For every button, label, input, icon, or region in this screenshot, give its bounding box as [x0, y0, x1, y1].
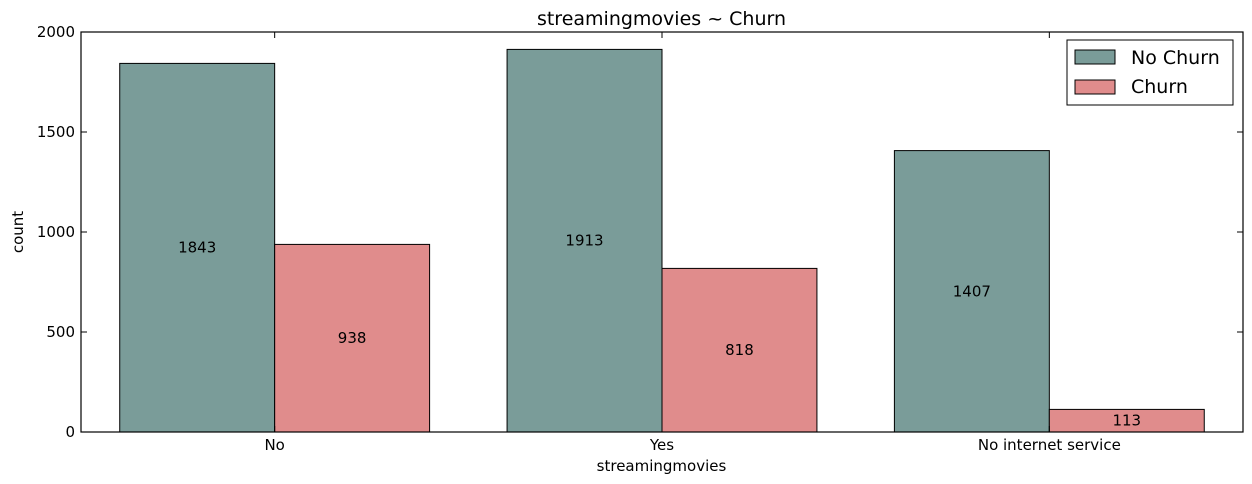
- x-axis: No Yes No internet service: [264, 32, 1121, 454]
- data-label-no-churn-no-internet-service: 1407: [953, 282, 991, 300]
- legend-swatch-no-churn: [1074, 49, 1116, 65]
- y-axis: 0 500 1000 1500 2000: [37, 23, 1243, 441]
- bars-group: [119, 48, 1205, 433]
- x-axis-label: streamingmovies: [597, 457, 727, 475]
- data-label-no-churn-yes: 1913: [565, 232, 603, 250]
- bar-no-churn-no: [119, 62, 276, 433]
- x-tick-label-no-internet-service: No internet service: [978, 436, 1121, 454]
- y-tick-label-2000: 2000: [37, 23, 75, 41]
- legend: No Churn Churn: [1066, 39, 1234, 106]
- chart-title: streamingmovies ~ Churn: [537, 8, 786, 30]
- y-tick-label-0: 0: [65, 423, 75, 441]
- bar-churn-no: [274, 243, 431, 433]
- x-tick-label-no: No: [264, 436, 284, 454]
- bar-churn-yes: [661, 267, 818, 433]
- legend-swatch-churn: [1074, 79, 1116, 95]
- data-label-churn-no: 938: [338, 329, 367, 347]
- y-tick-label-500: 500: [46, 323, 75, 341]
- legend-label-churn: Churn: [1131, 76, 1188, 98]
- bar-no-churn-no-internet-service: [893, 150, 1050, 433]
- y-tick-label-1500: 1500: [37, 123, 75, 141]
- x-tick-label-yes: Yes: [649, 436, 674, 454]
- data-label-no-churn-no: 1843: [178, 239, 216, 257]
- y-tick-label-1000: 1000: [37, 223, 75, 241]
- data-label-churn-no-internet-service: 113: [1112, 412, 1141, 430]
- data-labels-group: 1843 938 1913 818 1407 113: [178, 232, 1141, 430]
- y-axis-label: count: [9, 211, 27, 253]
- bar-no-churn-yes: [506, 48, 663, 433]
- data-label-churn-yes: 818: [725, 341, 754, 359]
- legend-label-no-churn: No Churn: [1131, 47, 1220, 69]
